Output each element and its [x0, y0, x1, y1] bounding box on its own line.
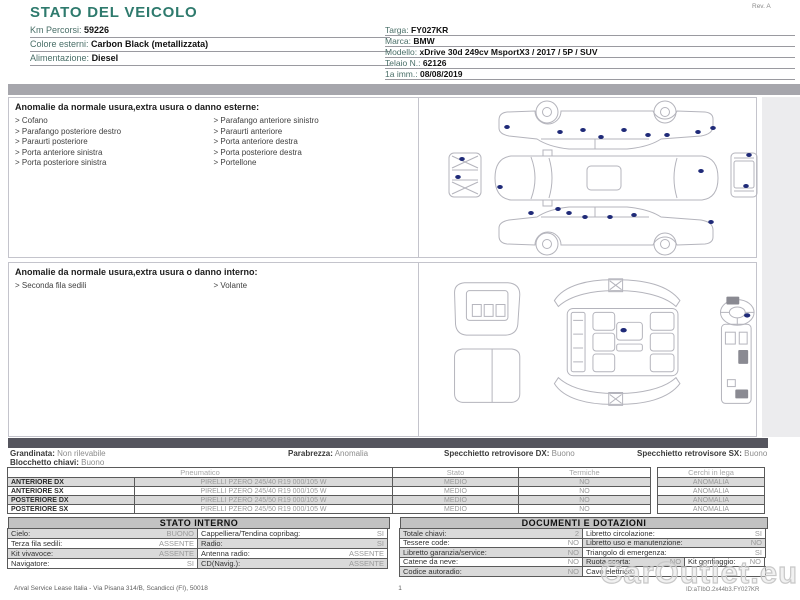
anomaly-item: Volante: [214, 281, 413, 292]
interior-damage-markers: [620, 313, 751, 333]
exterior-anomalies-list: Anomalie da normale usura,extra usura o …: [9, 98, 419, 257]
section-divider-bar: [8, 438, 768, 448]
exterior-anomalies-section: Anomalie da normale usura,extra usura o …: [8, 97, 758, 258]
exterior-damage-diagram: [419, 98, 758, 257]
table-row: Codice autoradio: NO Cavo elettrico:: [399, 566, 768, 577]
tyre-row-posteriore-sx: POSTERIORE SX PIRELLI PZERO 245/50 R19 0…: [7, 504, 768, 514]
exterior-anomalies-title: Anomalie da normale usura,extra usura o …: [15, 102, 260, 112]
anomaly-item: Parafango anteriore sinistro: [214, 116, 413, 127]
specchietto-dx-field: Specchietto retrovisore DX: Buono: [444, 449, 575, 458]
page-number: 1: [398, 585, 402, 592]
revision-label: Rev. A: [752, 3, 771, 10]
info-row-targa: Targa: FY027KR: [385, 25, 795, 36]
tyre-row-anteriore-sx: ANTERIORE SX PIRELLI PZERO 245/40 R19 00…: [7, 486, 768, 496]
vehicle-info-left: Km Percorsi: 59226 Colore esterni: Carbo…: [30, 24, 390, 66]
header-divider-bar: [8, 84, 800, 95]
specchietto-sx-field: Specchietto retrovisore SX: Buono: [637, 449, 768, 458]
tyres-table: Pneumatico Stato Termiche Cerchi in lega…: [7, 467, 768, 514]
footer-document-id: ID:aTIbO.2x44b3.FY027KR: [686, 587, 760, 593]
info-row-telaio: Telaio N.: 62126: [385, 58, 795, 69]
anomaly-item: Cofano: [15, 116, 214, 127]
footer-company-address: Arval Service Lease Italia - Via Pisana …: [14, 585, 208, 592]
interior-anomalies-section: Anomalie da normale usura,extra usura o …: [8, 262, 757, 437]
anomaly-item: Paraurti anteriore: [214, 127, 413, 138]
car-exterior-views-icon: [448, 100, 758, 256]
blocchetto-chiavi-field: Blocchetto chiavi: Buono: [10, 458, 105, 467]
parabrezza-field: Parabrezza: Anomalia: [288, 449, 369, 458]
car-interior-views-icon: [454, 278, 755, 406]
documenti-dotazioni-table: DOCUMENTI E DOTAZIONI Totale chiavi: 2 Li…: [399, 517, 768, 577]
interior-anomalies-title: Anomalie da normale usura,extra usura o …: [15, 267, 258, 277]
info-row-colore: Colore esterni: Carbon Black (metallizza…: [30, 38, 390, 52]
info-row-prima-imm: 1a imm.: 08/08/2019: [385, 69, 795, 80]
right-margin-stripe: [762, 97, 800, 437]
info-row-km: Km Percorsi: 59226: [30, 24, 390, 38]
exterior-damage-markers: [455, 125, 752, 224]
anomaly-item: Porta anteriore destra: [214, 137, 413, 148]
anomaly-item: Parafango posteriore destro: [15, 127, 214, 138]
anomaly-item: Portellone: [214, 158, 413, 169]
interior-damage-diagram: [419, 263, 758, 436]
anomaly-item: Seconda fila sedili: [15, 281, 214, 292]
anomaly-item: Paraurti posteriore: [15, 137, 214, 148]
anomaly-item: Porta anteriore sinistra: [15, 148, 214, 159]
info-row-marca: Marca: BMW: [385, 36, 795, 47]
grandinata-field: Grandinata: Non rilevabile: [10, 449, 106, 458]
anomaly-item: Porta posteriore destra: [214, 148, 413, 159]
info-row-modello: Modello: xDrive 30d 249cv MsportX3 / 201…: [385, 47, 795, 58]
table-row: Navigatore: SI CD(Navig.): ASSENTE: [7, 558, 390, 569]
stato-interno-table: STATO INTERNO Cielo: BUONO Cappelliera/Te…: [7, 517, 390, 569]
page-title: STATO DEL VEICOLO: [30, 4, 198, 21]
interior-anomalies-list: Anomalie da normale usura,extra usura o …: [9, 263, 419, 436]
info-row-alimentazione: Alimentazione: Diesel: [30, 52, 390, 66]
anomaly-item: Porta posteriore sinistra: [15, 158, 214, 169]
vehicle-info-right: Targa: FY027KR Marca: BMW Modello: xDriv…: [385, 25, 795, 80]
